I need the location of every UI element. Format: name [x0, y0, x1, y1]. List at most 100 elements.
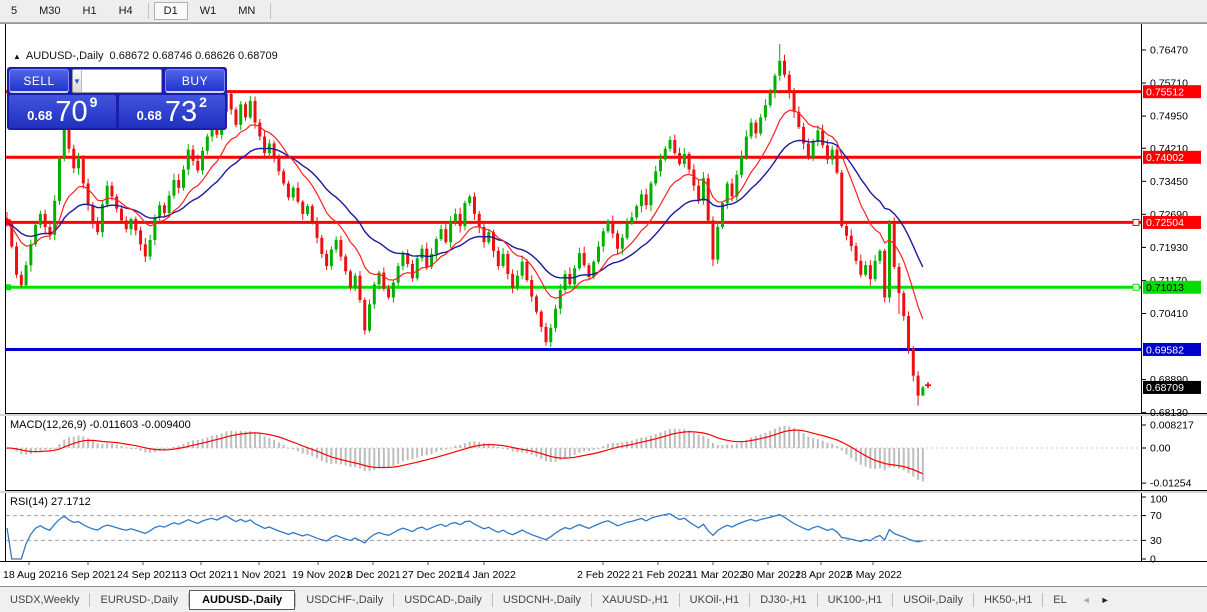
level-badge-0.71013: [1143, 280, 1201, 294]
price-chart-canvas[interactable]: 0.764700.757100.749500.742100.734500.726…: [0, 22, 1207, 587]
tabs-scroll-right-icon[interactable]: ►: [1100, 594, 1110, 605]
rsi-axis-label: 30: [1150, 535, 1162, 547]
chart-tab-usdchfdaily[interactable]: USDCHF-,Daily: [306, 593, 384, 606]
level-badge-0.69582: [1143, 342, 1201, 356]
chart-tab-eurusddaily[interactable]: EURUSD-,Daily: [100, 593, 179, 606]
price-tick-label: 0.70410: [1150, 308, 1188, 320]
current-price-badge: [1143, 380, 1201, 394]
candles: [6, 43, 925, 406]
chart-tab-dj30h1[interactable]: DJ30-,H1: [760, 593, 807, 606]
timeframe-button-5[interactable]: 5: [11, 5, 18, 17]
date-label: 8 Dec 2021: [347, 569, 401, 581]
ma-slow-line: [6, 139, 924, 279]
price-tick-label: 0.71930: [1150, 242, 1188, 254]
level-badge-0.72504: [1143, 215, 1201, 229]
svg-text:0.74002: 0.74002: [1146, 152, 1184, 164]
macd-axis-label: 0.00: [1150, 443, 1171, 455]
date-label: 6 May 2022: [847, 569, 902, 581]
date-label: 1 Nov 2021: [233, 569, 287, 581]
macd-axis-label: 0.008217: [1150, 420, 1194, 432]
date-label: 21 Feb 2022: [632, 569, 691, 581]
date-label: 2 Feb 2022: [577, 569, 630, 581]
tab-separator: [816, 592, 818, 607]
rsi-axis-label: 0: [1150, 554, 1156, 566]
chart-tab-xauusdh1[interactable]: XAUUSD-,H1: [602, 593, 669, 606]
main-pane[interactable]: [5, 43, 1141, 406]
price-tick-label: 0.76470: [1150, 45, 1188, 57]
chart-tab-usdcaddaily[interactable]: USDCAD-,Daily: [404, 593, 482, 606]
timeframe-button-h1[interactable]: H1: [82, 5, 97, 17]
tab-separator: [749, 592, 751, 607]
line-right-handle[interactable]: [1132, 283, 1140, 291]
tab-separator: [89, 592, 91, 607]
tab-separator: [393, 592, 395, 607]
buy-price-big: 73: [164, 96, 198, 128]
date-label: 18 Aug 2021: [3, 569, 62, 581]
sell-price-big: 70: [55, 96, 88, 128]
timeframe-button-h4[interactable]: H4: [118, 5, 133, 17]
sell-button[interactable]: SELL: [9, 69, 69, 93]
chart-tab-uk100h1[interactable]: UK100-,H1: [827, 593, 883, 606]
sell-price-display[interactable]: 0.68 70 9: [9, 95, 116, 128]
tab-separator: [188, 592, 190, 607]
svg-text:0.68709: 0.68709: [1146, 382, 1184, 394]
chart-tab-usdcnhdaily[interactable]: USDCNH-,Daily: [502, 593, 582, 606]
chart-tab-audusddaily[interactable]: AUDUSD-,Daily: [189, 589, 296, 610]
chart-tab-el[interactable]: EL: [1053, 593, 1067, 606]
volume-control: ▼ ▲: [72, 69, 162, 93]
tab-separator: [295, 592, 297, 607]
rsi-axis-label: 100: [1150, 494, 1168, 506]
chart-symbol: AUDUSD-,Daily: [25, 50, 104, 62]
macd-histogram: [6, 425, 924, 482]
line-left-handle[interactable]: [5, 284, 11, 291]
chart-tab-usdxweekly[interactable]: USDX,Weekly: [10, 593, 80, 606]
date-label: 30 Mar 2022: [742, 569, 801, 581]
timeframe-button-w1[interactable]: W1: [199, 5, 217, 17]
buy-price-sup: 2: [199, 94, 207, 110]
tab-separator: [591, 592, 593, 607]
date-label: 6 Sep 2021: [62, 569, 116, 581]
buy-button[interactable]: BUY: [165, 69, 225, 93]
toolbar-separator: [147, 3, 149, 19]
sell-price-sup: 9: [89, 94, 98, 110]
svg-text:0.75512: 0.75512: [1146, 86, 1184, 98]
macd-signal-line: [6, 429, 924, 475]
timeframe-toolbar: 5 M30 H1 H4 D1 W1 MN: [0, 0, 1207, 23]
chart-ohlc-values: 0.68672 0.68746 0.68626 0.68709: [109, 50, 278, 62]
price-tick-label: 0.74950: [1150, 111, 1188, 123]
date-label: 11 Mar 2022: [687, 569, 745, 581]
date-label: 27 Dec 2021: [402, 569, 462, 581]
chart-title: ▲ AUDUSD-,Daily 0.68672 0.68746 0.68626 0.…: [13, 50, 278, 62]
chart-tab-usoildaily[interactable]: USOil-,Daily: [903, 593, 963, 606]
level-badge-0.75512: [1143, 85, 1201, 99]
line-right-handle[interactable]: [1132, 218, 1140, 226]
tab-separator: [1042, 592, 1044, 607]
timeframe-button-mn[interactable]: MN: [238, 5, 256, 17]
buy-price-display[interactable]: 0.68 73 2: [118, 94, 225, 128]
rsi-pane[interactable]: [6, 513, 1141, 560]
volume-decrease-icon[interactable]: ▼: [73, 70, 82, 92]
tab-separator: [892, 592, 894, 607]
tab-separator: [491, 592, 493, 607]
chart-tabs-bar: USDX,Weekly EURUSD-,Daily AUDUSD-,Daily USD…: [0, 586, 1207, 612]
chart-window: 0.76470 0.75710 0.74950 0.74210 0.73450 0.726…: [0, 22, 1207, 587]
timeframe-button-m30[interactable]: M30: [39, 5, 61, 17]
svg-text:0.72504: 0.72504: [1146, 217, 1184, 229]
date-label: 24 Sep 2021: [117, 569, 177, 581]
rsi-line: [6, 513, 923, 560]
sell-price-frac: 0.68: [27, 108, 53, 123]
svg-text:0.71013: 0.71013: [1146, 282, 1184, 294]
toolbar-separator: [270, 3, 272, 19]
chart-tab-ukoilh1[interactable]: UKOil-,H1: [689, 593, 740, 606]
ma-fast-line: [6, 109, 924, 320]
price-tick-label: 0.68130: [1150, 407, 1188, 419]
tabs-scroll-left-icon[interactable]: ◄: [1081, 594, 1091, 605]
volume-input[interactable]: [81, 70, 161, 92]
chart-tab-hk50h1[interactable]: HK50-,H1: [983, 593, 1033, 606]
timeframe-button-d1[interactable]: D1: [153, 2, 188, 20]
macd-pane[interactable]: [6, 425, 1141, 482]
rsi-axis-label: 70: [1150, 510, 1162, 522]
price-axis[interactable]: 0.764700.757100.749500.742100.734500.726…: [1142, 45, 1201, 566]
svg-text:0.69582: 0.69582: [1146, 344, 1184, 356]
